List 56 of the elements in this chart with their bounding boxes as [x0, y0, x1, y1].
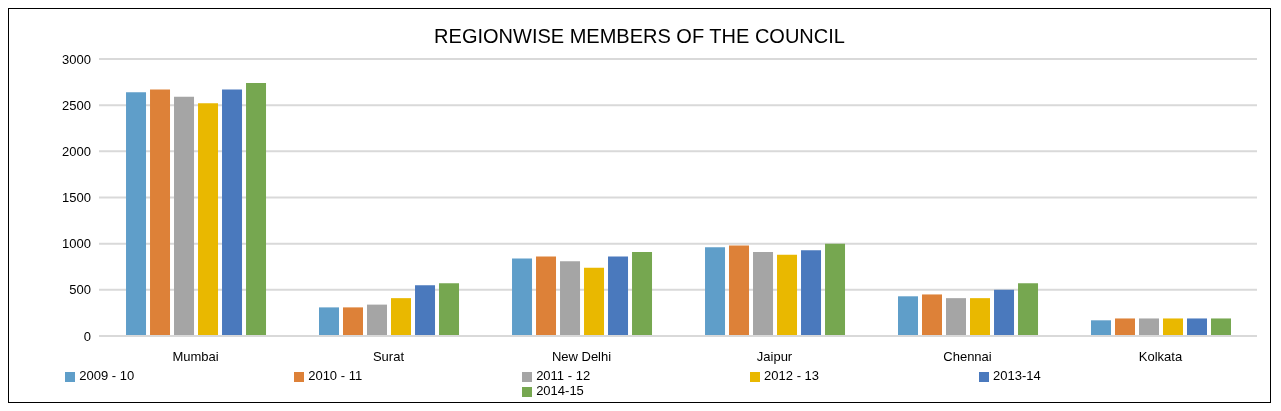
bar	[126, 92, 147, 336]
bar	[439, 283, 460, 336]
bar	[632, 251, 653, 336]
y-tick-label: 2000	[62, 143, 91, 159]
legend-label: 2012 - 13	[764, 368, 820, 383]
legend-label: 2014-15	[536, 383, 584, 398]
bar	[608, 256, 629, 336]
bar	[898, 296, 919, 336]
y-tick-label: 500	[69, 282, 91, 298]
bar	[1163, 318, 1184, 336]
bar	[777, 254, 798, 336]
bar	[753, 251, 774, 336]
bar	[584, 267, 605, 336]
x-tick-label: Kolkata	[1138, 349, 1183, 365]
bar	[801, 250, 822, 336]
bar	[1091, 320, 1112, 336]
bar	[391, 298, 412, 336]
bar	[922, 294, 943, 336]
x-tick-label: Mumbai	[172, 349, 219, 365]
bar	[729, 245, 750, 336]
chart-title: REGIONWISE MEMBERS OF THE COUNCIL	[433, 25, 846, 49]
x-tick-label: New Delhi	[551, 349, 612, 365]
bar	[415, 285, 436, 336]
bar	[1139, 318, 1160, 336]
x-tick-label: Jaipur	[756, 349, 793, 365]
bar	[994, 289, 1015, 336]
y-tick-label: 1500	[62, 190, 91, 206]
bar	[319, 307, 340, 336]
bar	[198, 103, 219, 336]
bar	[1018, 283, 1039, 336]
legend-label: 2011 - 12	[536, 368, 591, 383]
y-tick-label: 0	[83, 328, 91, 344]
bar	[343, 307, 364, 336]
legend-label: 2013-14	[993, 368, 1041, 383]
y-tick-label: 2500	[62, 97, 91, 113]
bar	[536, 256, 557, 336]
x-tick-label: Chennai	[943, 349, 992, 365]
bar	[1187, 318, 1208, 336]
bar	[705, 247, 726, 336]
bar	[970, 298, 991, 336]
bar	[825, 243, 846, 336]
bar	[1115, 318, 1136, 336]
legend-label: 2009 - 10	[79, 368, 135, 383]
bar	[174, 96, 195, 336]
y-tick-label: 1000	[62, 236, 91, 252]
bar	[367, 304, 388, 336]
bar	[150, 89, 171, 336]
bar	[222, 89, 243, 336]
y-tick-label: 3000	[62, 51, 91, 67]
legend-label: 2010 - 11	[308, 368, 363, 383]
bar	[946, 298, 967, 336]
x-tick-label: Surat	[372, 349, 405, 365]
bar	[512, 258, 533, 336]
bar	[1211, 318, 1232, 336]
bar	[246, 83, 267, 336]
bar	[560, 261, 581, 336]
